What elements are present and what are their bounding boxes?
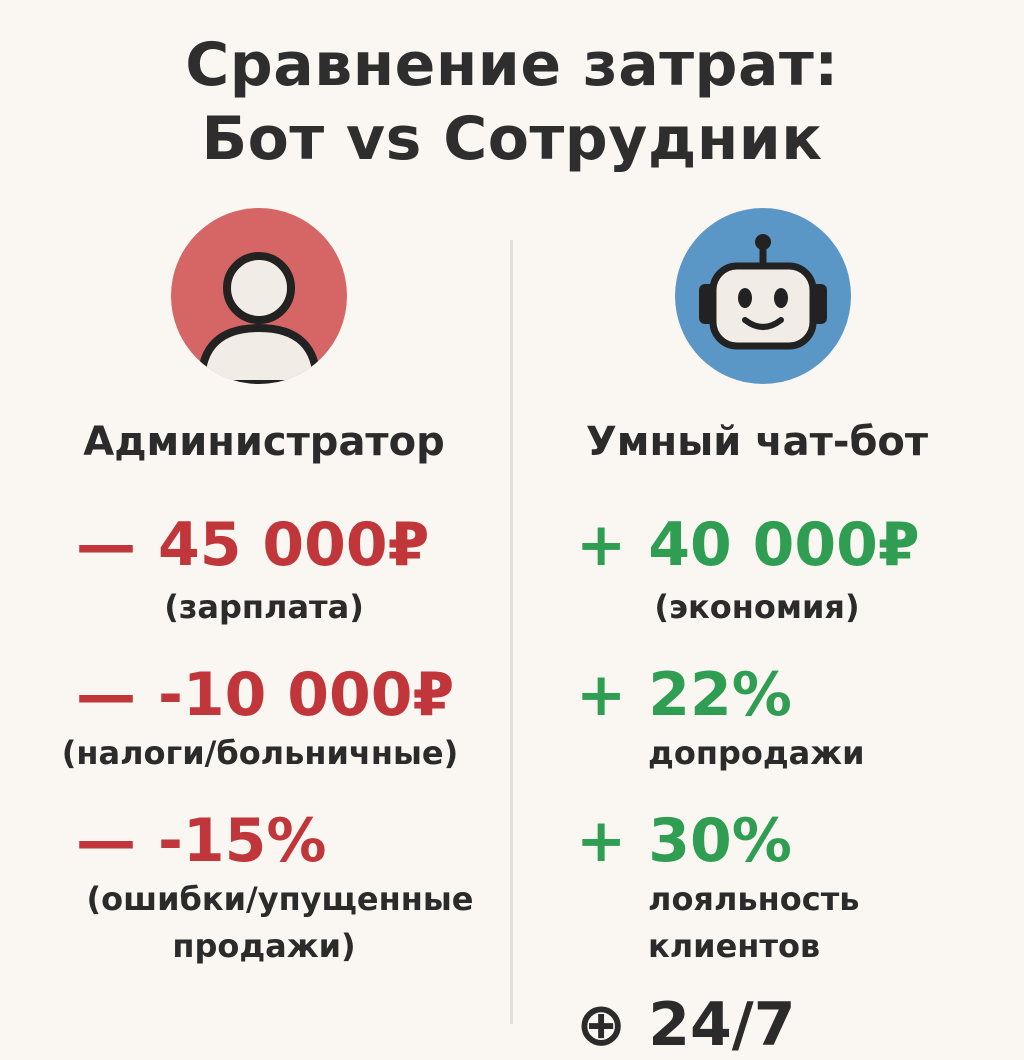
- taxes-value: -10 000₽: [158, 660, 455, 730]
- right-item-24-7: ⊕ 24/7: [576, 992, 795, 1058]
- minus-sign: —: [76, 806, 136, 876]
- errors-value: -15%: [158, 806, 327, 876]
- title-line-1: Сравнение затрат:: [185, 30, 839, 100]
- left-item-taxes: — -10 000₽: [76, 662, 454, 728]
- salary-value: 45 000₽: [158, 510, 430, 580]
- plus-sign: +: [576, 806, 627, 876]
- plus-sign: +: [576, 510, 627, 580]
- right-item-savings: +40 000₽: [576, 512, 920, 578]
- errors-note-line-2: продажи): [172, 927, 356, 965]
- right-item-loyalty: +30%: [576, 808, 792, 874]
- person-icon: [171, 208, 347, 384]
- upsell-note: допродажи: [648, 734, 865, 772]
- loyalty-note-line-2: клиентов: [648, 927, 821, 965]
- right-item-upsell: +22%: [576, 662, 792, 728]
- column-title-administrator: Администратор: [83, 419, 445, 465]
- column-title-chatbot: Умный чат-бот: [585, 419, 929, 465]
- savings-value: 40 000₽: [648, 510, 920, 580]
- savings-note: (экономия): [654, 588, 860, 626]
- minus-sign: —: [76, 660, 136, 730]
- left-item-errors: — -15%: [76, 808, 327, 874]
- salary-note: (зарплата): [164, 588, 364, 626]
- title-line-2: Бот vs Сотрудник: [201, 104, 823, 174]
- column-divider: [510, 240, 513, 1024]
- upsell-value: 22%: [648, 660, 792, 730]
- taxes-note: (налоги/больничные): [61, 734, 459, 772]
- availability-value: 24/7: [648, 990, 796, 1060]
- robot-icon: [675, 208, 851, 384]
- clock-icon: ⊕: [576, 990, 627, 1060]
- loyalty-value: 30%: [648, 806, 792, 876]
- plus-sign: +: [576, 660, 627, 730]
- loyalty-note-line-1: лояльность: [648, 880, 860, 918]
- minus-sign: —: [76, 510, 136, 580]
- errors-note-line-1: (ошибки/упущенные: [86, 880, 474, 918]
- left-item-salary: — 45 000₽: [76, 512, 429, 578]
- page-title: Сравнение затрат: Бот vs Сотрудник: [0, 28, 1024, 176]
